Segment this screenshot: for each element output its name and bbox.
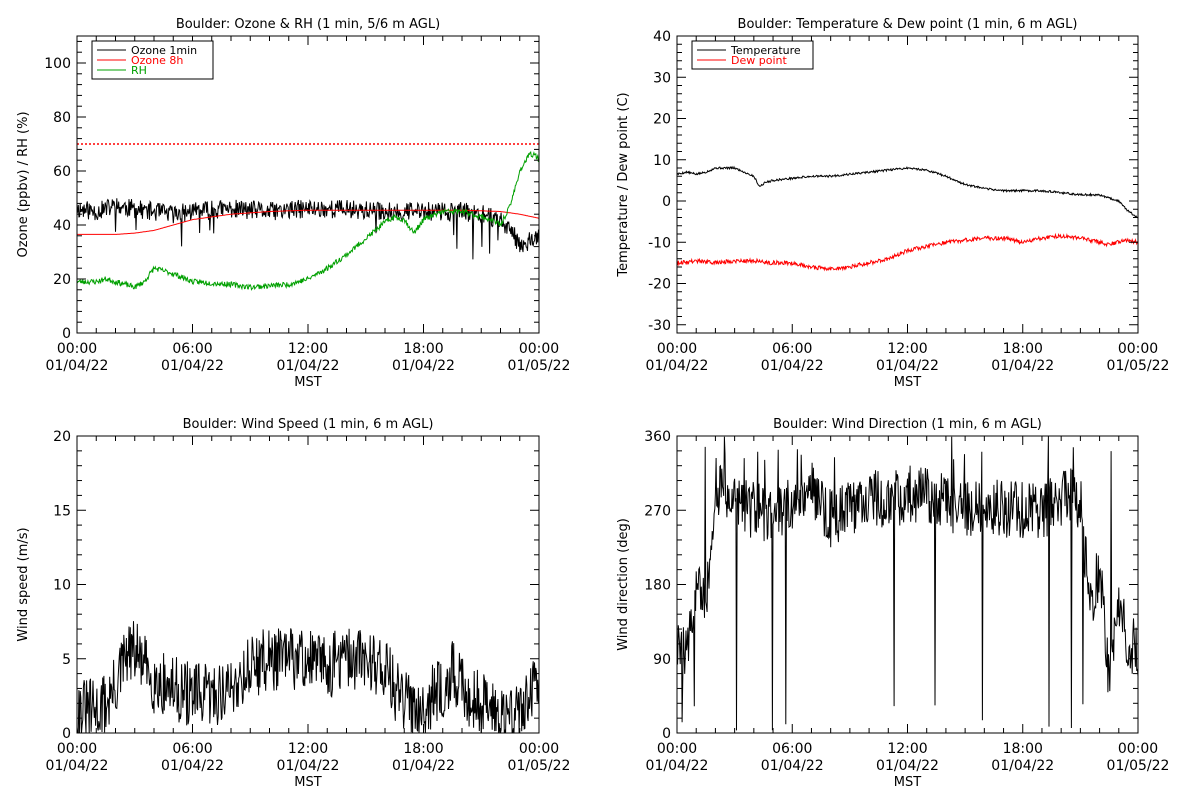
y-tick-label: -30 — [648, 318, 671, 334]
x-tick-label: 00:00 — [57, 341, 97, 357]
x-tick-label: 06:00 — [772, 341, 812, 357]
y-tick-label: 0 — [662, 194, 671, 210]
y-tick-label: 270 — [644, 503, 671, 519]
y-tick-label: 0 — [662, 726, 671, 742]
x-tick-date-label: 01/05/22 — [508, 758, 571, 774]
y-tick-label: 20 — [53, 429, 71, 445]
x-tick-label: 18:00 — [1003, 741, 1043, 757]
x-tick-date-label: 01/05/22 — [1107, 758, 1170, 774]
y-tick-label: 40 — [653, 29, 671, 45]
chart-3: Boulder: Wind Speed (1 min, 6 m AGL) Wind… — [16, 417, 570, 790]
x-axis-label: MST — [294, 375, 321, 390]
y-tick-label: -10 — [648, 235, 671, 251]
x-tick-label: 06:00 — [172, 341, 212, 357]
x-tick-date-label: 01/04/22 — [46, 758, 109, 774]
x-tick-date-label: 01/04/22 — [761, 358, 824, 374]
y-tick-label: 180 — [644, 578, 671, 594]
x-tick-label: 06:00 — [172, 741, 212, 757]
series-line-1 — [677, 436, 1138, 731]
x-tick-date-label: 01/05/22 — [1107, 358, 1170, 374]
x-tick-date-label: 01/04/22 — [46, 358, 109, 374]
x-tick-date-label: 01/04/22 — [161, 358, 224, 374]
y-tick-label: 90 — [653, 652, 671, 668]
y-tick-label: 0 — [62, 726, 71, 742]
x-axis-label: MST — [894, 375, 921, 390]
y-tick-label: 360 — [644, 429, 671, 445]
chart-title: Boulder: Wind Speed (1 min, 6 m AGL) — [183, 417, 434, 432]
x-tick-date-label: 01/04/22 — [646, 358, 709, 374]
plot-frame — [76, 35, 540, 334]
x-tick-label: 12:00 — [887, 341, 927, 357]
series-line-2 — [677, 232, 1138, 272]
chart-title: Boulder: Wind Direction (1 min, 6 m AGL) — [773, 417, 1042, 432]
y-axis-label: Wind speed (m/s) — [16, 527, 31, 641]
legend-label: Temperature — [730, 44, 801, 57]
x-tick-label: 18:00 — [403, 341, 443, 357]
y-tick-label: 80 — [53, 110, 71, 126]
chart-1: Boulder: Ozone & RH (1 min, 5/6 m AGL) Oz… — [16, 17, 570, 390]
x-tick-date-label: 01/04/22 — [991, 758, 1054, 774]
x-axis-label: MST — [894, 775, 921, 790]
x-tick-date-label: 01/05/22 — [508, 358, 571, 374]
y-tick-label: 10 — [53, 578, 71, 594]
x-tick-label: 00:00 — [657, 741, 697, 757]
x-tick-date-label: 01/04/22 — [761, 758, 824, 774]
x-tick-label: 12:00 — [288, 341, 328, 357]
series-line-3 — [77, 151, 539, 291]
series-line-1 — [677, 165, 1138, 219]
legend-label: RH — [131, 64, 147, 77]
legend-label: Ozone 8h — [131, 54, 183, 67]
x-tick-label: 00:00 — [1118, 741, 1158, 757]
x-tick-label: 18:00 — [1003, 341, 1043, 357]
y-axis-label: Wind direction (deg) — [616, 518, 631, 651]
x-tick-label: 06:00 — [772, 741, 812, 757]
y-tick-label: 10 — [653, 153, 671, 169]
x-tick-label: 18:00 — [403, 741, 443, 757]
y-tick-label: 20 — [53, 272, 71, 288]
series-line-1 — [77, 621, 539, 733]
y-tick-label: -20 — [648, 277, 671, 293]
y-tick-label: 30 — [653, 70, 671, 86]
legend-label: Ozone 1min — [131, 44, 197, 57]
y-tick-label: 5 — [62, 652, 71, 668]
chart-4: Boulder: Wind Direction (1 min, 6 m AGL)… — [616, 417, 1169, 790]
x-axis-label: MST — [294, 775, 321, 790]
x-tick-label: 00:00 — [519, 341, 559, 357]
x-tick-label: 12:00 — [288, 741, 328, 757]
x-tick-date-label: 01/04/22 — [277, 758, 340, 774]
x-tick-label: 00:00 — [519, 741, 559, 757]
y-tick-label: 100 — [44, 56, 71, 72]
chart-title: Boulder: Temperature & Dew point (1 min,… — [738, 17, 1078, 32]
chart-2: Boulder: Temperature & Dew point (1 min,… — [616, 17, 1169, 390]
y-tick-label: 60 — [53, 164, 71, 180]
y-tick-label: 20 — [653, 112, 671, 128]
x-tick-date-label: 01/04/22 — [392, 358, 455, 374]
x-tick-date-label: 01/04/22 — [876, 358, 939, 374]
y-tick-label: 15 — [53, 503, 71, 519]
x-tick-date-label: 01/04/22 — [161, 758, 224, 774]
y-axis-label: Temperature / Dew point (C) — [616, 92, 631, 277]
series-line-1 — [77, 198, 539, 260]
plot-frame — [676, 35, 1139, 334]
x-tick-date-label: 01/04/22 — [991, 358, 1054, 374]
x-tick-label: 00:00 — [657, 341, 697, 357]
y-tick-label: 40 — [53, 218, 71, 234]
x-tick-label: 12:00 — [887, 741, 927, 757]
x-tick-label: 00:00 — [1118, 341, 1158, 357]
y-tick-label: 0 — [62, 326, 71, 342]
x-tick-label: 00:00 — [57, 741, 97, 757]
y-axis-label: Ozone (ppbv) / RH (%) — [16, 111, 31, 257]
legend-label: Dew point — [731, 54, 787, 67]
legend — [691, 40, 814, 70]
chart-title: Boulder: Ozone & RH (1 min, 5/6 m AGL) — [176, 17, 440, 32]
x-tick-date-label: 01/04/22 — [646, 758, 709, 774]
x-tick-date-label: 01/04/22 — [876, 758, 939, 774]
x-tick-date-label: 01/04/22 — [277, 358, 340, 374]
x-tick-date-label: 01/04/22 — [392, 758, 455, 774]
